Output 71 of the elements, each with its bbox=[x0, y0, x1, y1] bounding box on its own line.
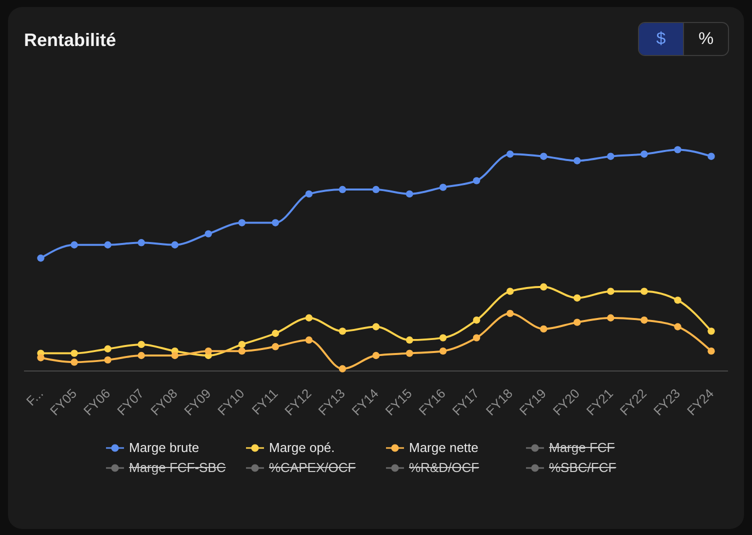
point bbox=[138, 352, 145, 360]
point bbox=[674, 146, 682, 154]
point bbox=[305, 314, 313, 322]
point bbox=[138, 239, 145, 246]
legend-label: %SBC/FCF bbox=[549, 460, 616, 475]
point bbox=[37, 354, 44, 362]
point bbox=[372, 323, 380, 330]
point bbox=[607, 288, 614, 295]
legend-label: %R&D/OCF bbox=[409, 460, 480, 475]
legend-label: %CAPEX/OCF bbox=[269, 460, 356, 475]
point bbox=[171, 352, 178, 360]
point bbox=[506, 150, 514, 158]
legend-label: Marge brute bbox=[129, 440, 200, 455]
point bbox=[272, 343, 280, 350]
point bbox=[305, 190, 313, 198]
point bbox=[238, 219, 246, 226]
legend-label: Marge nette bbox=[409, 440, 478, 455]
point bbox=[439, 184, 447, 191]
point bbox=[37, 254, 44, 262]
point bbox=[171, 241, 178, 248]
point bbox=[607, 314, 614, 322]
point bbox=[607, 152, 614, 160]
point bbox=[272, 330, 280, 337]
point bbox=[372, 186, 380, 194]
point bbox=[674, 323, 682, 330]
point bbox=[372, 352, 380, 360]
point bbox=[574, 318, 581, 326]
point bbox=[104, 345, 112, 352]
point bbox=[104, 241, 112, 248]
point bbox=[540, 325, 548, 333]
point bbox=[674, 296, 682, 304]
point bbox=[640, 150, 648, 158]
point bbox=[708, 328, 715, 335]
legend-label: Marge opé. bbox=[269, 440, 335, 455]
point bbox=[506, 310, 514, 318]
point bbox=[70, 350, 78, 357]
legend-label: Marge FCF bbox=[549, 440, 615, 455]
legend-label: Marge FCF-SBC bbox=[129, 460, 226, 475]
point bbox=[104, 356, 112, 364]
point bbox=[238, 340, 246, 348]
point bbox=[338, 328, 346, 335]
point bbox=[70, 358, 78, 366]
chart-title: Rentabilité bbox=[24, 29, 116, 52]
point bbox=[439, 347, 447, 355]
point bbox=[506, 288, 514, 295]
x-tick-label: F... bbox=[23, 386, 46, 409]
unit-toggle: $ % bbox=[638, 22, 729, 56]
point bbox=[708, 152, 715, 160]
point bbox=[640, 288, 648, 295]
point bbox=[406, 336, 414, 344]
point bbox=[238, 347, 246, 355]
point bbox=[70, 241, 78, 248]
point bbox=[204, 347, 212, 355]
point bbox=[305, 336, 313, 344]
point bbox=[204, 230, 212, 238]
point bbox=[406, 190, 414, 198]
point bbox=[574, 157, 581, 164]
point bbox=[472, 316, 480, 324]
point bbox=[406, 350, 414, 357]
point bbox=[338, 365, 346, 372]
point bbox=[640, 316, 648, 324]
point bbox=[472, 334, 480, 342]
point bbox=[338, 186, 346, 194]
point bbox=[574, 294, 581, 302]
point bbox=[540, 283, 548, 291]
point bbox=[540, 152, 548, 160]
point bbox=[272, 219, 280, 226]
point bbox=[472, 177, 480, 184]
point bbox=[138, 340, 145, 348]
point bbox=[708, 347, 715, 355]
point bbox=[439, 334, 447, 342]
